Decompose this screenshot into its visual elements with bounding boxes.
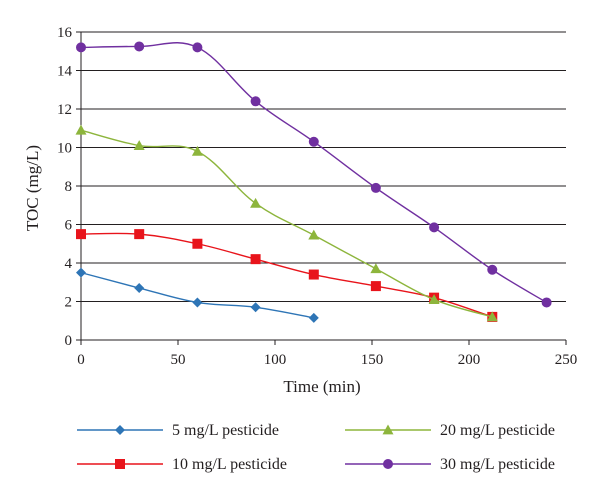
data-point bbox=[76, 267, 86, 278]
y-axis-title: TOC (mg/L) bbox=[23, 145, 42, 231]
data-point bbox=[191, 145, 203, 156]
x-tick-label: 150 bbox=[361, 352, 384, 368]
series-4 bbox=[76, 41, 552, 308]
data-point bbox=[133, 140, 145, 150]
axes bbox=[76, 31, 567, 345]
data-point bbox=[250, 254, 261, 265]
y-tick-label: 12 bbox=[57, 102, 72, 118]
series-line bbox=[80, 42, 547, 304]
data-point bbox=[486, 311, 498, 322]
data-point bbox=[370, 182, 381, 193]
data-point bbox=[134, 229, 145, 240]
legend-label: 20 mg/L pesticide bbox=[440, 422, 555, 439]
series-line bbox=[80, 129, 493, 318]
legend-marker bbox=[115, 425, 125, 435]
series-line bbox=[80, 271, 314, 319]
legend-marker bbox=[115, 459, 125, 469]
data-point bbox=[192, 297, 203, 308]
legend-item: 5 mg/L pesticide bbox=[77, 422, 279, 439]
legend-marker bbox=[382, 424, 394, 435]
y-tick-label: 0 bbox=[65, 333, 73, 349]
legend-label: 30 mg/L pesticide bbox=[440, 456, 555, 473]
y-tick-label: 14 bbox=[57, 64, 73, 80]
y-tick-label: 10 bbox=[57, 141, 72, 157]
legend-item: 10 mg/L pesticide bbox=[77, 456, 287, 473]
data-point bbox=[250, 197, 262, 208]
legend-marker bbox=[383, 459, 393, 469]
data-point bbox=[250, 96, 261, 107]
legend: 5 mg/L pesticide 10 mg/L pesticide 20 mg/L… bbox=[77, 422, 555, 473]
data-point bbox=[370, 281, 381, 292]
data-point bbox=[487, 264, 498, 275]
x-axis-title: Time (min) bbox=[283, 377, 360, 396]
data-point bbox=[429, 222, 440, 233]
x-tick-label: 100 bbox=[264, 352, 287, 368]
data-point bbox=[308, 136, 319, 147]
data-point bbox=[308, 312, 319, 323]
data-point bbox=[192, 238, 203, 249]
data-point bbox=[541, 297, 552, 308]
legend-label: 5 mg/L pesticide bbox=[172, 422, 279, 439]
series-line bbox=[80, 232, 493, 318]
x-tick-label: 50 bbox=[171, 352, 186, 368]
data-point bbox=[308, 229, 320, 240]
x-tick-labels: 0 50 100 150 200 250 bbox=[77, 352, 577, 368]
y-tick-labels: 0 2 4 6 8 10 12 14 16 bbox=[57, 25, 73, 349]
data-point bbox=[76, 229, 86, 240]
series-1 bbox=[76, 267, 319, 323]
grid-lines bbox=[81, 31, 566, 302]
data-point bbox=[308, 269, 319, 280]
y-tick-label: 2 bbox=[65, 295, 73, 311]
data-point bbox=[134, 283, 145, 294]
y-tick-label: 8 bbox=[65, 179, 73, 195]
data-point bbox=[428, 294, 440, 304]
y-tick-label: 4 bbox=[65, 256, 73, 272]
data-point bbox=[134, 41, 145, 52]
data-point bbox=[370, 263, 382, 274]
data-point bbox=[76, 42, 86, 53]
x-tick-label: 0 bbox=[77, 352, 85, 368]
y-tick-label: 16 bbox=[57, 25, 73, 41]
series-lines bbox=[75, 41, 552, 323]
series-2 bbox=[76, 229, 498, 322]
y-tick-label: 6 bbox=[65, 218, 73, 234]
series-3 bbox=[75, 124, 498, 322]
x-tick-label: 200 bbox=[458, 352, 481, 368]
x-tick-label: 250 bbox=[555, 352, 578, 368]
legend-item: 20 mg/L pesticide bbox=[345, 422, 555, 439]
legend-label: 10 mg/L pesticide bbox=[172, 456, 287, 473]
data-point bbox=[192, 42, 203, 53]
legend-item: 30 mg/L pesticide bbox=[345, 456, 555, 473]
data-point bbox=[250, 302, 261, 313]
data-point bbox=[75, 124, 87, 135]
